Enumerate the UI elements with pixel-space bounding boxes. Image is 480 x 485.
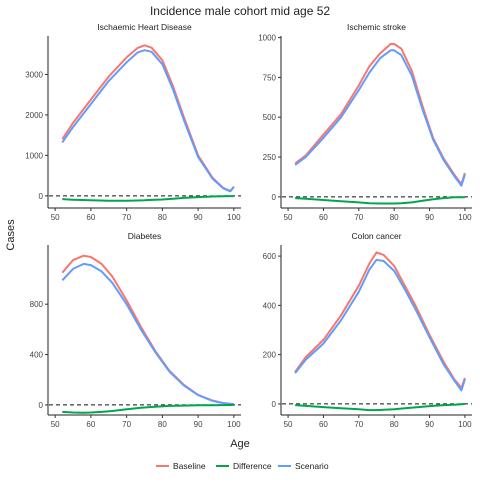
x-tick-label: 70 xyxy=(354,420,363,429)
facet-title: Diabetes xyxy=(128,231,162,241)
x-tick-label: 70 xyxy=(122,420,131,429)
y-tick-label: 2000 xyxy=(25,111,43,120)
series-line-difference xyxy=(62,403,234,414)
x-tick-label: 50 xyxy=(51,213,60,222)
x-tick-label: 90 xyxy=(425,420,434,429)
y-tick-label: 0 xyxy=(39,401,44,410)
y-tick-label: 1000 xyxy=(258,34,276,43)
x-axis-label: Age xyxy=(230,438,250,450)
x-tick-label: 100 xyxy=(227,213,241,222)
legend-label: Difference xyxy=(233,461,272,471)
y-tick-label: 200 xyxy=(263,351,277,360)
x-tick-label: 60 xyxy=(86,213,95,222)
chart-title: Incidence male cohort mid age 52 xyxy=(150,4,330,18)
x-tick-label: 80 xyxy=(158,213,167,222)
x-tick-label: 50 xyxy=(51,420,60,429)
series-line-scenario xyxy=(61,262,235,406)
facet-title: Colon cancer xyxy=(351,231,401,241)
y-tick-label: 1000 xyxy=(25,151,43,160)
x-tick-label: 90 xyxy=(194,213,203,222)
series-line-baseline xyxy=(294,251,466,389)
y-tick-label: 600 xyxy=(263,252,277,261)
x-tick-label: 50 xyxy=(284,420,293,429)
x-tick-label: 60 xyxy=(319,420,328,429)
legend-item: Baseline xyxy=(156,461,206,471)
series-line-difference xyxy=(295,196,465,205)
x-tick-label: 90 xyxy=(194,420,203,429)
facet-panel: Diabetes 50 60 70 80 90 100 0 400 800 xyxy=(30,231,241,429)
x-tick-label: 100 xyxy=(227,420,241,429)
x-tick-label: 60 xyxy=(86,420,95,429)
x-tick-label: 80 xyxy=(390,213,399,222)
x-tick-label: 70 xyxy=(354,213,363,222)
y-tick-label: 0 xyxy=(272,400,277,409)
x-tick-label: 90 xyxy=(425,213,434,222)
legend-label: Baseline xyxy=(173,461,206,471)
legend-item: Scenario xyxy=(278,461,329,471)
x-tick-label: 50 xyxy=(284,213,293,222)
series-line-scenario xyxy=(61,49,235,193)
legend-label: Scenario xyxy=(295,461,329,471)
legend-item: Difference xyxy=(216,461,272,471)
y-axis-label: Cases xyxy=(5,219,17,251)
y-tick-label: 500 xyxy=(263,113,277,122)
y-tick-label: 0 xyxy=(39,192,44,201)
y-tick-label: 400 xyxy=(263,301,277,310)
series-line-baseline xyxy=(61,254,235,406)
series-line-difference xyxy=(295,402,465,412)
facet-panel: Colon cancer 50 60 70 80 90 100 0 200 400 600 xyxy=(263,231,473,429)
series-line-scenario xyxy=(294,49,466,187)
facet-title: Ischaemic Heart Disease xyxy=(97,22,192,32)
y-tick-label: 750 xyxy=(263,73,277,82)
x-tick-label: 80 xyxy=(390,420,399,429)
y-tick-label: 0 xyxy=(272,193,277,202)
y-tick-label: 400 xyxy=(30,351,44,360)
y-tick-label: 250 xyxy=(263,153,277,162)
x-tick-label: 70 xyxy=(122,213,131,222)
x-tick-label: 100 xyxy=(458,420,472,429)
x-tick-label: 100 xyxy=(458,213,472,222)
series-line-scenario xyxy=(294,258,466,392)
series-line-baseline xyxy=(61,44,235,192)
facet-title: Ischemic stroke xyxy=(347,22,406,32)
y-tick-label: 800 xyxy=(30,300,44,309)
x-tick-label: 80 xyxy=(158,420,167,429)
legend: Baseline Difference Scenario xyxy=(156,461,329,471)
y-tick-label: 3000 xyxy=(25,70,43,79)
series-line-baseline xyxy=(294,43,466,186)
x-tick-label: 60 xyxy=(319,213,328,222)
series-line-difference xyxy=(62,195,234,202)
